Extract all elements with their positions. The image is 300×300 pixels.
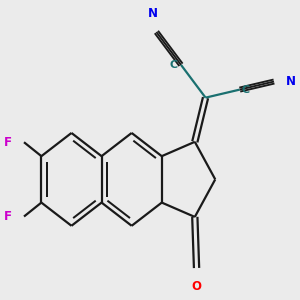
Text: F: F: [4, 136, 12, 149]
Text: C: C: [169, 60, 178, 70]
Text: N: N: [286, 75, 296, 88]
Text: C: C: [242, 85, 250, 94]
Text: O: O: [192, 280, 202, 292]
Text: N: N: [148, 8, 158, 20]
Text: F: F: [4, 210, 12, 223]
